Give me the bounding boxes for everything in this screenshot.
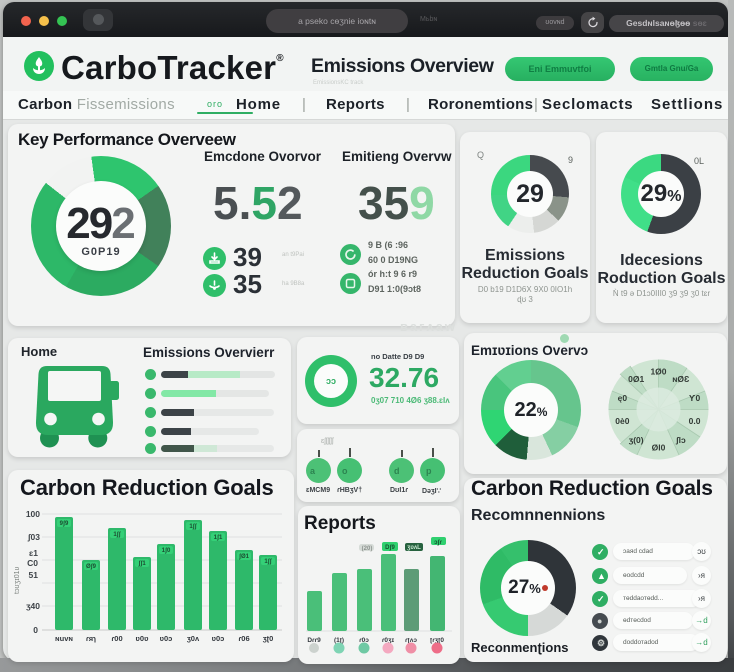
svg-text:ʃ03: ʃ03 bbox=[27, 532, 41, 542]
svg-text:ɾ0ɔ: ɾ0ɔ bbox=[359, 637, 369, 644]
svg-text:Dʃ9: Dʃ9 bbox=[385, 545, 395, 551]
svg-text:ę0: ę0 bbox=[618, 393, 628, 403]
svg-text:ɛ1: ɛ1 bbox=[29, 548, 38, 558]
svg-text:1ʃʃ: 1ʃʃ bbox=[113, 532, 121, 538]
svg-text:ɾ00: ɾ00 bbox=[111, 634, 122, 643]
svg-text:ʈɾʒʈ0: ʈɾʒʈ0 bbox=[430, 637, 444, 644]
svg-text:ʒ40: ʒ40 bbox=[26, 601, 40, 611]
svg-text:(20): (20) bbox=[362, 546, 373, 552]
svg-text:ʋ0ɔ: ʋ0ɔ bbox=[160, 634, 173, 643]
svg-text:ɾ0ʒɪ: ɾ0ʒɪ bbox=[382, 637, 395, 644]
svg-text:C0: C0 bbox=[27, 558, 38, 568]
svg-text:ʒʋʌL: ʒʋʌL bbox=[407, 545, 421, 551]
svg-text:Dɾɾ9: Dɾɾ9 bbox=[307, 637, 321, 644]
svg-text:ʋ0ʋ: ʋ0ʋ bbox=[136, 634, 150, 643]
svg-text:ʃʃ1: ʃʃ1 bbox=[137, 561, 146, 567]
svg-text:ɔʃɾ: ɔʃɾ bbox=[434, 540, 442, 546]
svg-text:ʒ(0): ʒ(0) bbox=[629, 435, 644, 445]
svg-text:tɔʊʒɪ01ʋ: tɔʊʒɪ01ʋ bbox=[14, 566, 21, 594]
svg-text:ʒʈ0: ʒʈ0 bbox=[263, 634, 274, 643]
svg-text:ɾяɿ: ɾяɿ bbox=[86, 634, 96, 643]
svg-text:100: 100 bbox=[26, 509, 40, 519]
svg-text:Øʃ9: Øʃ9 bbox=[86, 564, 97, 570]
svg-text:ʋ0ɔ: ʋ0ɔ bbox=[212, 634, 225, 643]
svg-text:(1ʈ): (1ʈ) bbox=[334, 637, 344, 644]
svg-text:ɾ06: ɾ06 bbox=[238, 634, 249, 643]
svg-text:1ʃʃ: 1ʃʃ bbox=[189, 524, 197, 530]
svg-text:ØI0: ØI0 bbox=[652, 443, 666, 453]
svg-text:ʃlɔ: ʃlɔ bbox=[675, 435, 686, 445]
svg-text:Ƴ0: Ƴ0 bbox=[689, 393, 701, 403]
svg-text:1ʃ0: 1ʃ0 bbox=[162, 548, 171, 554]
svg-text:0: 0 bbox=[33, 625, 38, 635]
svg-text:1ʃʃ: 1ʃʃ bbox=[264, 559, 272, 565]
svg-text:0.0: 0.0 bbox=[689, 416, 701, 426]
svg-text:ɾʈʌɔ: ɾʈʌɔ bbox=[405, 637, 417, 644]
svg-text:ʒ0ʌ: ʒ0ʌ bbox=[187, 634, 200, 643]
svg-text:ɴØƐ: ɴØƐ bbox=[672, 374, 690, 384]
svg-text:0è0: 0è0 bbox=[615, 416, 629, 426]
svg-text:0Ø1: 0Ø1 bbox=[628, 374, 644, 384]
svg-text:1ʃ1: 1ʃ1 bbox=[214, 535, 223, 541]
svg-text:9ʃ9: 9ʃ9 bbox=[60, 521, 69, 527]
svg-text:1Ø0: 1Ø0 bbox=[650, 367, 666, 377]
svg-text:51: 51 bbox=[29, 570, 39, 580]
svg-text:ɴuvɴ: ɴuvɴ bbox=[55, 634, 73, 643]
svg-text:ʃØ1: ʃØ1 bbox=[238, 554, 250, 560]
